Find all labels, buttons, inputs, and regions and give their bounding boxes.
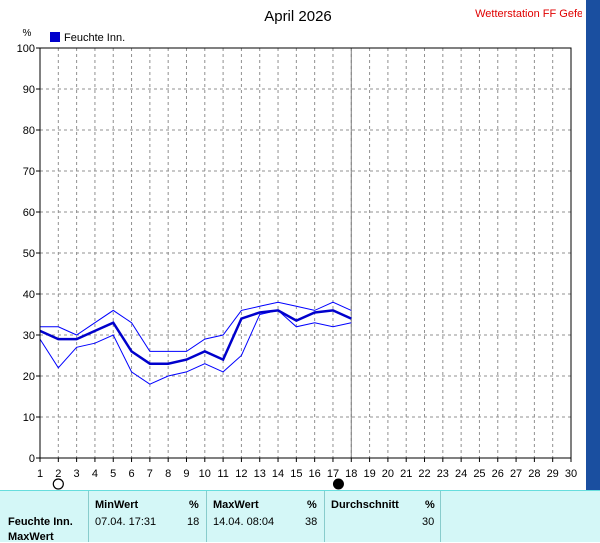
series-max-line xyxy=(40,301,352,352)
max-unit: % xyxy=(307,499,317,511)
y-tick-label: 20 xyxy=(23,371,35,383)
x-tick-label: 23 xyxy=(437,468,449,480)
y-tick-label: 100 xyxy=(17,43,35,55)
y-tick-label: 60 xyxy=(23,207,35,219)
x-tick-label: 3 xyxy=(74,468,80,480)
avg-unit: % xyxy=(425,499,435,511)
full-moon-icon xyxy=(52,478,64,490)
max-value: 38 xyxy=(305,516,318,528)
y-tick-label: 50 xyxy=(23,248,35,260)
x-tick-label: 6 xyxy=(128,468,134,480)
next-row-label: MaxWert xyxy=(8,531,54,543)
x-tick-label: 28 xyxy=(528,468,540,480)
x-tick-label: 29 xyxy=(547,468,559,480)
x-axis: 1 2 3 4 5 6 7 8 9 10 11 12 13 14 15 16 17 18 19 20 21 22 23 24 2… xyxy=(37,458,577,480)
chart-title: April 2026 xyxy=(264,8,332,25)
grid xyxy=(40,48,571,458)
y-tick-label: 10 xyxy=(23,412,35,424)
series-average-line xyxy=(39,309,352,365)
statistics-table: MinWert % 07.04. 17:31 18 MaxWert % 14.0… xyxy=(0,490,600,543)
new-moon-icon xyxy=(332,478,344,490)
min-value: 18 xyxy=(187,516,200,528)
x-tick-label: 5 xyxy=(110,468,116,480)
max-time: 14.04. 08:04 xyxy=(213,516,275,528)
side-panel-edge xyxy=(582,0,600,490)
y-tick-label: 70 xyxy=(23,166,35,178)
station-name: Wetterstation FF Gefell xyxy=(475,8,588,20)
x-tick-label: 15 xyxy=(290,468,302,480)
x-tick-label: 7 xyxy=(147,468,153,480)
x-tick-label: 4 xyxy=(92,468,98,480)
side-panel-band xyxy=(586,0,600,490)
x-tick-label: 24 xyxy=(455,468,467,480)
x-tick-label: 1 xyxy=(37,468,43,480)
x-tick-label: 19 xyxy=(363,468,375,480)
x-tick-label: 18 xyxy=(345,468,357,480)
max-column: MaxWert % 14.04. 08:04 38 xyxy=(206,491,325,542)
x-tick-label: 30 xyxy=(565,468,577,480)
x-tick-label: 16 xyxy=(309,468,321,480)
row-label: Feuchte Inn. xyxy=(8,516,73,528)
x-tick-label: 22 xyxy=(418,468,430,480)
avg-column: Durchschnitt % 30 xyxy=(324,491,441,542)
x-tick-label: 20 xyxy=(382,468,394,480)
x-tick-label: 26 xyxy=(492,468,504,480)
humidity-chart: April 2026 Wetterstation FF Gefell % Feu… xyxy=(17,8,588,490)
x-tick-label: 9 xyxy=(183,468,189,480)
legend-label: Feuchte Inn. xyxy=(64,32,125,44)
x-tick-label: 10 xyxy=(199,468,211,480)
avg-header: Durchschnitt xyxy=(331,499,399,511)
empty-column xyxy=(440,491,599,542)
x-tick-label: 21 xyxy=(400,468,412,480)
y-unit-label: % xyxy=(23,28,32,39)
plot-frame xyxy=(39,47,572,459)
x-tick-label: 11 xyxy=(217,468,228,480)
y-tick-label: 40 xyxy=(23,289,35,301)
y-tick-label: 30 xyxy=(23,330,35,342)
moon-phases xyxy=(52,478,344,490)
legend-swatch xyxy=(50,32,60,42)
y-tick-label: 0 xyxy=(29,453,35,465)
min-column: MinWert % 07.04. 17:31 18 xyxy=(88,491,207,542)
series-min-line xyxy=(39,309,352,385)
min-unit: % xyxy=(189,499,199,511)
x-tick-label: 14 xyxy=(272,468,284,480)
x-tick-label: 2 xyxy=(55,468,61,480)
x-tick-label: 25 xyxy=(473,468,485,480)
x-tick-label: 27 xyxy=(510,468,522,480)
x-tick-label: 17 xyxy=(327,468,339,480)
y-tick-label: 90 xyxy=(23,84,35,96)
x-tick-label: 13 xyxy=(254,468,266,480)
x-tick-label: 12 xyxy=(235,468,247,480)
min-time: 07.04. 17:31 xyxy=(95,516,157,528)
avg-value: 30 xyxy=(422,516,435,528)
y-axis: 0 10 20 30 40 50 60 70 80 90 100 xyxy=(17,43,40,465)
max-header: MaxWert xyxy=(213,499,259,511)
min-header: MinWert xyxy=(95,499,139,511)
y-tick-label: 80 xyxy=(23,125,35,137)
x-tick-label: 8 xyxy=(165,468,171,480)
